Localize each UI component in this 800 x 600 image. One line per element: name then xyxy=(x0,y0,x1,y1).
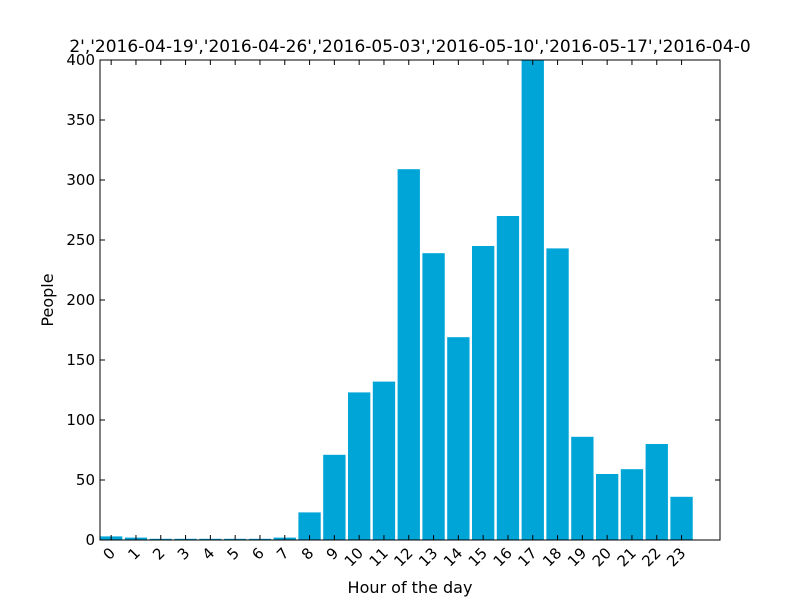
bar-hour-10 xyxy=(348,392,371,540)
y-tick-label: 400 xyxy=(66,51,95,69)
bar-hour-12 xyxy=(397,169,420,540)
y-tick-label: 200 xyxy=(66,291,95,309)
bar-hour-15 xyxy=(472,246,495,540)
bar-hour-9 xyxy=(323,454,346,540)
x-tick-label: 23 xyxy=(663,544,689,570)
x-tick-label: 18 xyxy=(539,544,565,570)
bar-hour-18 xyxy=(546,248,569,540)
x-tick-label: 19 xyxy=(564,544,590,570)
x-tick-label: 13 xyxy=(415,544,441,570)
y-tick-label: 150 xyxy=(66,351,95,369)
bar-hour-17 xyxy=(521,60,544,540)
bar-hour-11 xyxy=(372,381,396,540)
bar-hour-16 xyxy=(496,216,520,540)
x-tick-label: 20 xyxy=(589,544,615,570)
y-tick-label: 350 xyxy=(66,111,95,129)
y-tick-label: 250 xyxy=(66,231,95,249)
y-axis: 0 50 100 150 200 250 300 350 400 xyxy=(66,51,720,549)
x-tick-label: 4 xyxy=(199,544,218,563)
chart-title: 2','2016-04-19','2016-04-26','2016-05-03… xyxy=(69,37,750,57)
x-tick-label: 14 xyxy=(440,544,466,570)
x-tick-label: 11 xyxy=(366,544,392,570)
bar-hour-20 xyxy=(596,474,619,540)
x-tick-label: 5 xyxy=(224,544,243,563)
x-tick-label: 16 xyxy=(490,544,516,570)
bars-group xyxy=(100,60,693,540)
x-tick-label: 22 xyxy=(638,544,664,570)
bar-hour-23 xyxy=(670,496,693,540)
bar-hour-19 xyxy=(571,436,594,540)
x-tick-label: 21 xyxy=(614,544,640,570)
bar-hour-21 xyxy=(620,469,644,540)
x-tick-label: 8 xyxy=(298,544,317,563)
bar-hour-14 xyxy=(447,337,470,540)
x-tick-label: 12 xyxy=(390,544,416,570)
x-tick-label: 9 xyxy=(323,544,342,563)
x-tick-label: 1 xyxy=(124,544,143,563)
x-tick-label: 0 xyxy=(100,544,119,563)
bar-hour-22 xyxy=(645,444,668,540)
y-tick-label: 100 xyxy=(66,411,95,429)
x-tick-label: 10 xyxy=(341,544,367,570)
x-tick-label: 3 xyxy=(174,544,193,563)
x-tick-label: 17 xyxy=(514,544,540,570)
y-tick-label: 50 xyxy=(76,471,95,489)
x-tick-label: 7 xyxy=(273,544,292,563)
x-axis-label: Hour of the day xyxy=(348,578,473,597)
bar-hour-8 xyxy=(298,512,321,540)
x-tick-label: 15 xyxy=(465,544,491,570)
x-tick-label: 2 xyxy=(149,544,168,563)
bar-hour-13 xyxy=(422,253,445,540)
y-tick-label: 0 xyxy=(85,531,95,549)
x-tick-label: 6 xyxy=(248,544,267,563)
y-tick-label: 300 xyxy=(66,171,95,189)
y-axis-label: People xyxy=(38,273,57,326)
